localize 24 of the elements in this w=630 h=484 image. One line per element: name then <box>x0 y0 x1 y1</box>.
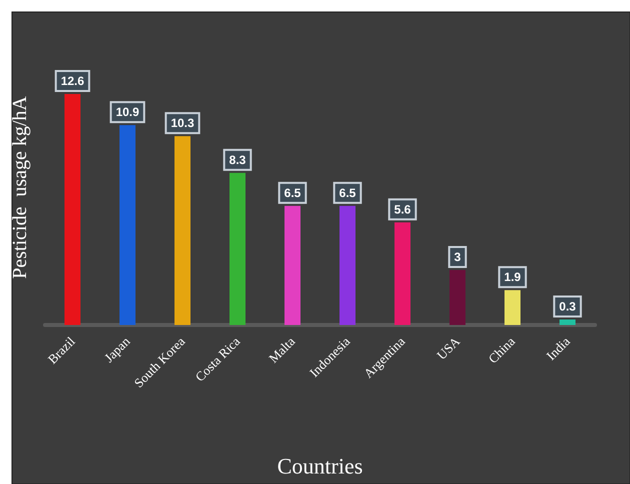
data-label: 6.5 <box>339 186 356 200</box>
data-label: 6.5 <box>284 186 302 200</box>
x-axis-title: Countries <box>277 454 363 478</box>
bar <box>340 206 356 325</box>
bar <box>394 222 410 325</box>
bar <box>64 94 80 325</box>
y-axis-title: Pesticide usage kg/hA <box>9 96 31 279</box>
bar <box>560 320 576 325</box>
data-label: 5.6 <box>394 202 412 216</box>
data-label: 1.9 <box>504 270 522 284</box>
bar <box>504 290 520 325</box>
data-label: 3 <box>454 250 462 264</box>
bar <box>230 172 246 325</box>
x-tick-label: USA <box>434 333 464 363</box>
bar <box>450 270 466 325</box>
data-label: 10.9 <box>116 105 140 120</box>
bar <box>120 125 136 325</box>
bar <box>284 206 300 325</box>
data-label: 0.3 <box>559 300 576 314</box>
data-label: 12.6 <box>60 74 84 88</box>
x-tick-label: India <box>543 334 573 364</box>
data-label: 8.3 <box>229 152 246 167</box>
bar <box>174 136 190 325</box>
data-label: 10.3 <box>170 116 194 130</box>
